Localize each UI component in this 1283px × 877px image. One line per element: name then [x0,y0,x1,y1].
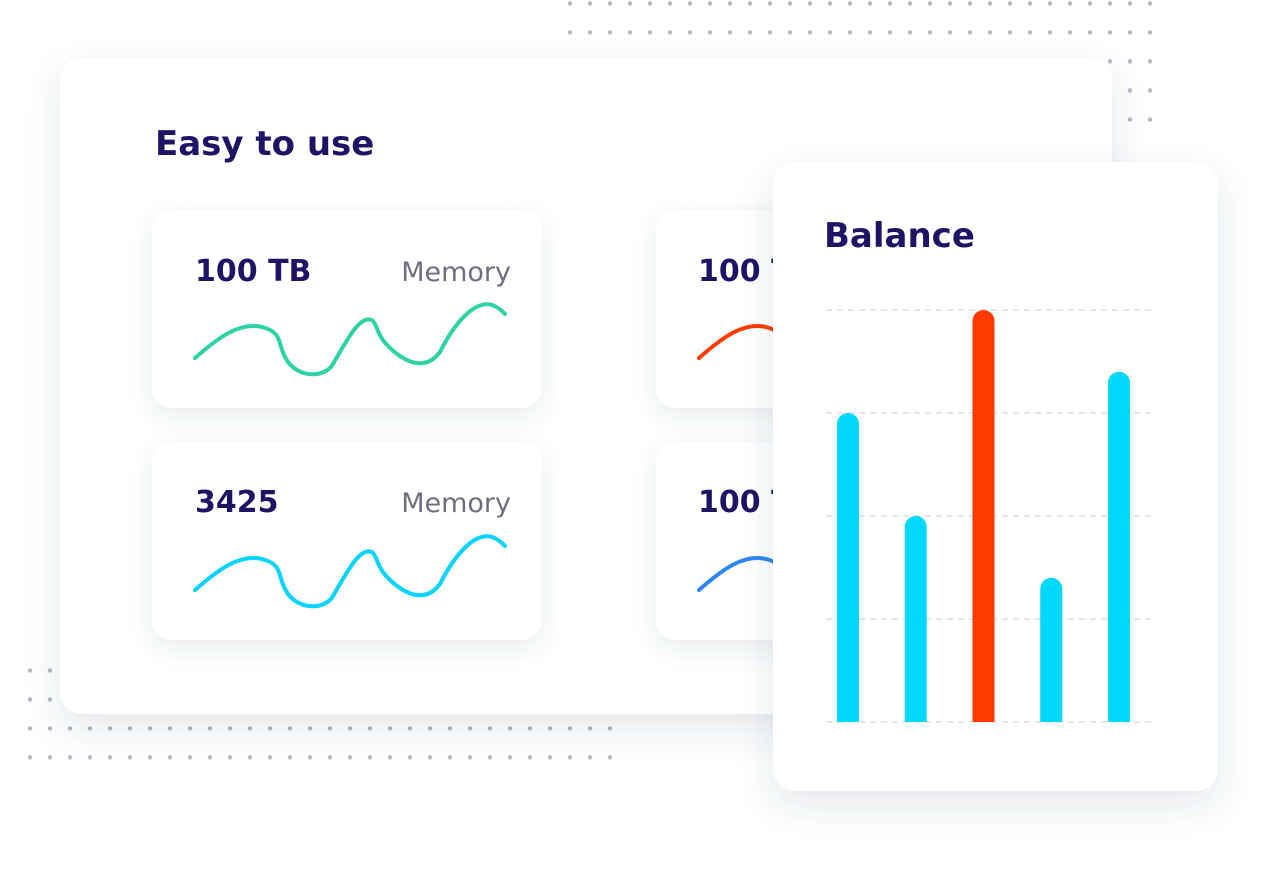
bar [1108,371,1130,722]
chart-title: Balance [824,216,975,256]
stat-card: 3425 Memory [152,442,542,640]
bar [1040,577,1063,722]
card-bg [152,210,542,408]
card-label: Memory [401,488,511,519]
bar [904,516,927,722]
card-label: Memory [401,257,511,288]
stat-card: 100 TB Memory [152,210,542,408]
card-bg [152,442,542,640]
card-value: 100 TB [195,254,311,289]
main-title: Easy to use [155,124,374,164]
bar [972,310,995,722]
bar [837,413,859,722]
sparkline [193,534,507,609]
balance-card [773,162,1218,791]
sparkline [193,302,507,377]
card-value: 3425 [195,485,279,520]
bar-chart [826,309,1156,723]
